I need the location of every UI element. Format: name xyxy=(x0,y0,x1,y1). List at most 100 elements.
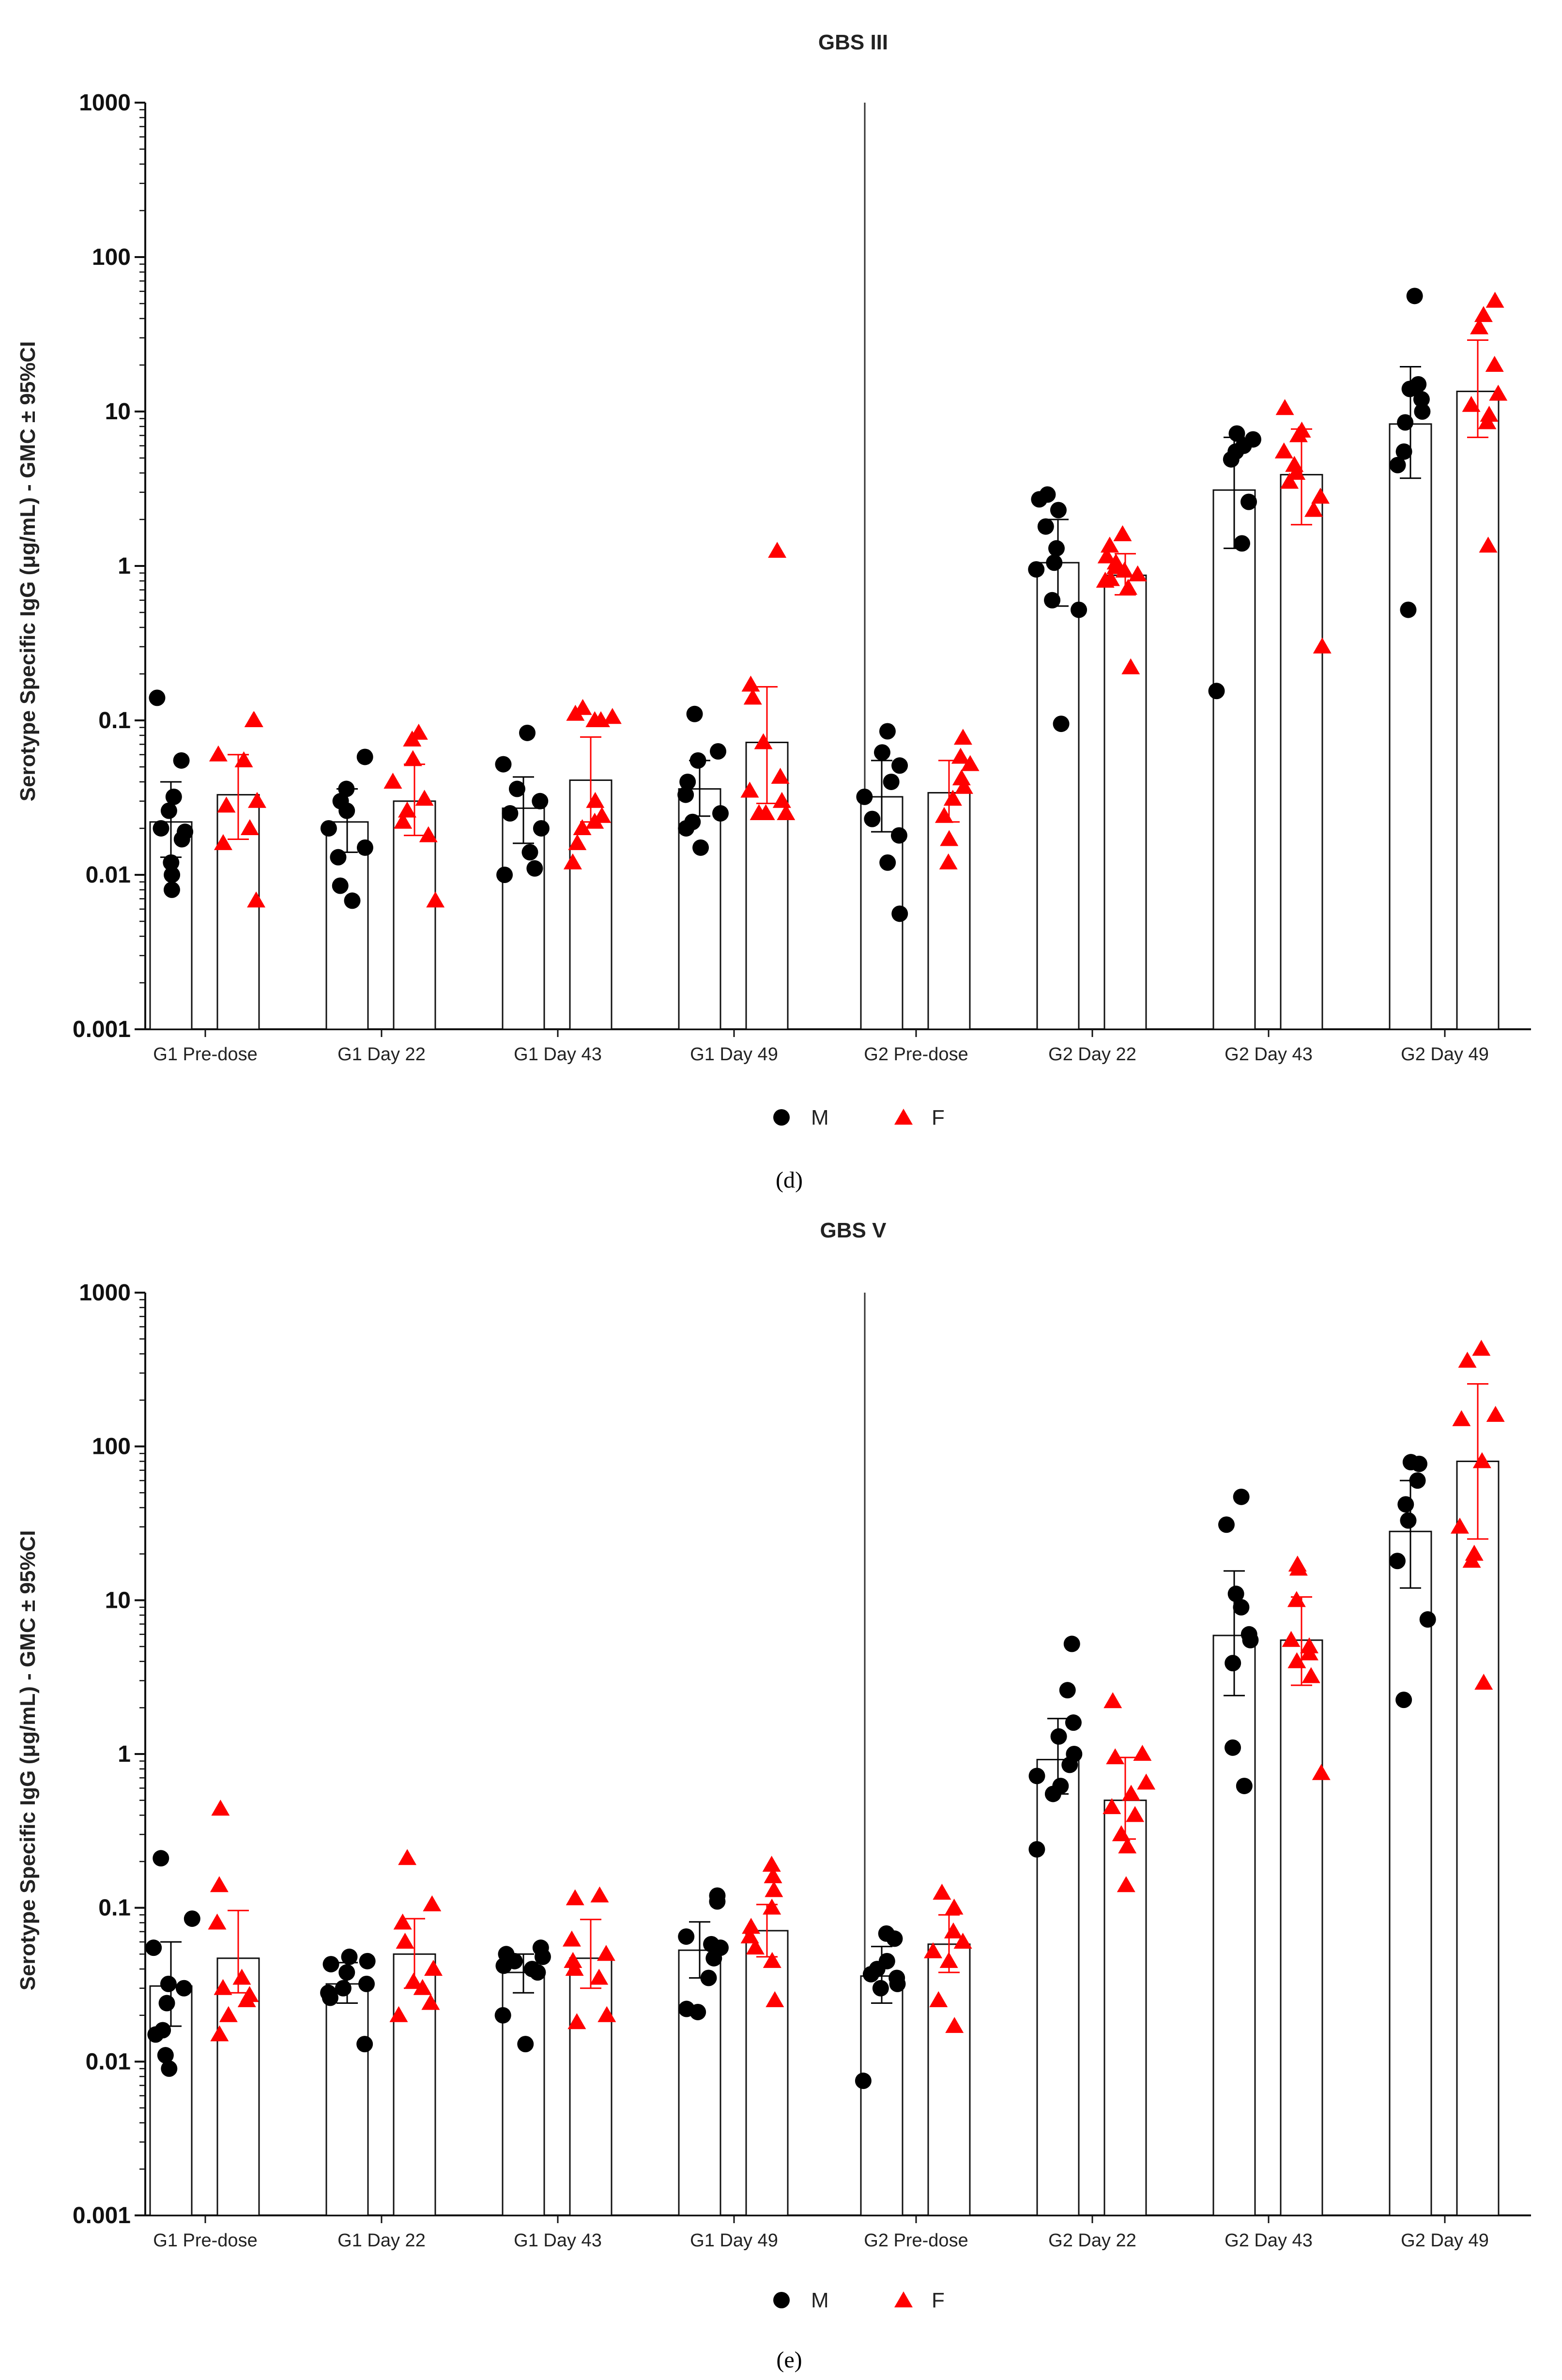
data-point-f xyxy=(1472,1452,1491,1468)
data-point-m xyxy=(1031,491,1048,508)
data-point-f xyxy=(217,796,236,813)
data-point-f xyxy=(214,1979,232,1995)
bar-m xyxy=(1212,489,1256,1030)
data-point-m xyxy=(358,1975,375,1992)
data-point-f xyxy=(765,1881,783,1897)
data-point-f xyxy=(742,1918,761,1934)
data-point-f xyxy=(1106,1748,1125,1765)
data-point-f xyxy=(961,755,980,771)
data-point-f xyxy=(394,812,413,829)
data-point-f xyxy=(396,1933,414,1949)
data-point-m xyxy=(1233,1488,1250,1505)
data-point-f xyxy=(573,819,592,835)
x-tick-label: G1 Day 43 xyxy=(514,1044,602,1065)
data-point-m xyxy=(1050,1728,1067,1745)
data-point-f xyxy=(1117,1876,1135,1892)
data-point-m xyxy=(165,788,182,805)
data-point-f xyxy=(1128,565,1147,581)
data-point-m xyxy=(1228,425,1245,442)
data-point-m xyxy=(1208,683,1225,700)
data-point-f xyxy=(590,1886,609,1903)
data-point-m xyxy=(873,744,890,761)
data-point-m xyxy=(864,810,881,827)
data-point-f xyxy=(1312,1764,1331,1780)
data-point-m xyxy=(1028,1768,1045,1785)
data-point-f xyxy=(1287,1652,1306,1668)
data-point-f xyxy=(1485,291,1504,308)
y-tick-label: 0.1 xyxy=(98,708,131,733)
data-point-m xyxy=(502,805,519,822)
data-point-m xyxy=(532,793,549,809)
data-point-f xyxy=(1472,1340,1491,1356)
data-point-m xyxy=(338,802,355,819)
data-point-m xyxy=(521,844,538,861)
data-point-f xyxy=(389,2006,408,2022)
data-point-m xyxy=(322,1956,339,1973)
data-point-f xyxy=(393,1913,412,1930)
data-point-m xyxy=(1028,561,1045,578)
data-point-f xyxy=(746,1938,765,1955)
data-point-f xyxy=(763,1952,781,1968)
data-point-f xyxy=(945,2017,964,2033)
data-point-m xyxy=(147,2026,164,2043)
data-point-m xyxy=(1044,1785,1061,1802)
data-point-f xyxy=(1274,442,1293,458)
bar-f xyxy=(927,792,971,1030)
data-point-f xyxy=(1489,384,1508,401)
data-point-m xyxy=(872,1980,889,1997)
data-point-f xyxy=(939,1952,958,1968)
data-point-m xyxy=(153,820,169,837)
legend-marker-f xyxy=(894,2291,913,2307)
y-tick-label: 10 xyxy=(105,399,131,425)
data-point-m xyxy=(886,1930,903,1947)
data-point-f xyxy=(403,750,422,766)
bar-m xyxy=(1036,562,1080,1030)
panel-caption: (d) xyxy=(776,1167,803,1193)
chart-title: GBS V xyxy=(820,1219,887,1242)
data-point-m xyxy=(1233,535,1250,552)
y-tick-label: 0.01 xyxy=(86,2049,131,2075)
data-point-f xyxy=(951,748,970,764)
data-point-m xyxy=(332,877,349,894)
data-point-f xyxy=(415,790,434,806)
data-point-f xyxy=(219,2006,238,2022)
data-point-f xyxy=(566,704,585,721)
data-point-f xyxy=(403,730,422,747)
data-point-m xyxy=(330,849,347,866)
x-tick-label: G2 Day 43 xyxy=(1225,2230,1313,2251)
data-point-f xyxy=(953,1933,972,1949)
data-point-m xyxy=(1061,1756,1078,1773)
x-tick-label: G2 Pre-dose xyxy=(864,1044,968,1065)
data-point-m xyxy=(173,752,190,769)
data-point-m xyxy=(705,1950,722,1967)
data-point-f xyxy=(1474,306,1493,322)
data-point-f xyxy=(568,834,587,850)
data-point-f xyxy=(1302,1667,1320,1683)
data-point-f xyxy=(248,792,267,808)
data-point-m xyxy=(173,831,190,848)
data-point-f xyxy=(383,772,402,789)
bar-m xyxy=(1036,1759,1080,2216)
data-point-f xyxy=(1121,658,1140,674)
bar-f xyxy=(1103,574,1147,1030)
y-axis-label: Serotype Specific IgG (μg/mL) - GMC ± 95… xyxy=(16,341,40,802)
data-point-m xyxy=(184,1910,200,1927)
data-point-f xyxy=(237,1991,256,2007)
bar-f xyxy=(745,1930,789,2216)
data-point-m xyxy=(889,1975,906,1992)
data-point-m xyxy=(1413,391,1430,408)
bar-m xyxy=(1212,1634,1256,2216)
data-point-m xyxy=(689,752,706,769)
data-point-f xyxy=(1285,456,1304,472)
data-point-f xyxy=(211,1800,230,1816)
data-point-m xyxy=(891,757,908,774)
data-point-f xyxy=(740,1927,759,1944)
data-point-f xyxy=(1280,473,1299,489)
x-tick-label: G2 Day 22 xyxy=(1048,1044,1136,1065)
data-point-f xyxy=(1300,1644,1319,1661)
data-point-m xyxy=(508,780,525,797)
data-point-m xyxy=(322,1989,338,2006)
data-point-f xyxy=(590,1968,609,1985)
data-point-m xyxy=(678,1928,695,1945)
data-point-m xyxy=(862,1966,879,1983)
